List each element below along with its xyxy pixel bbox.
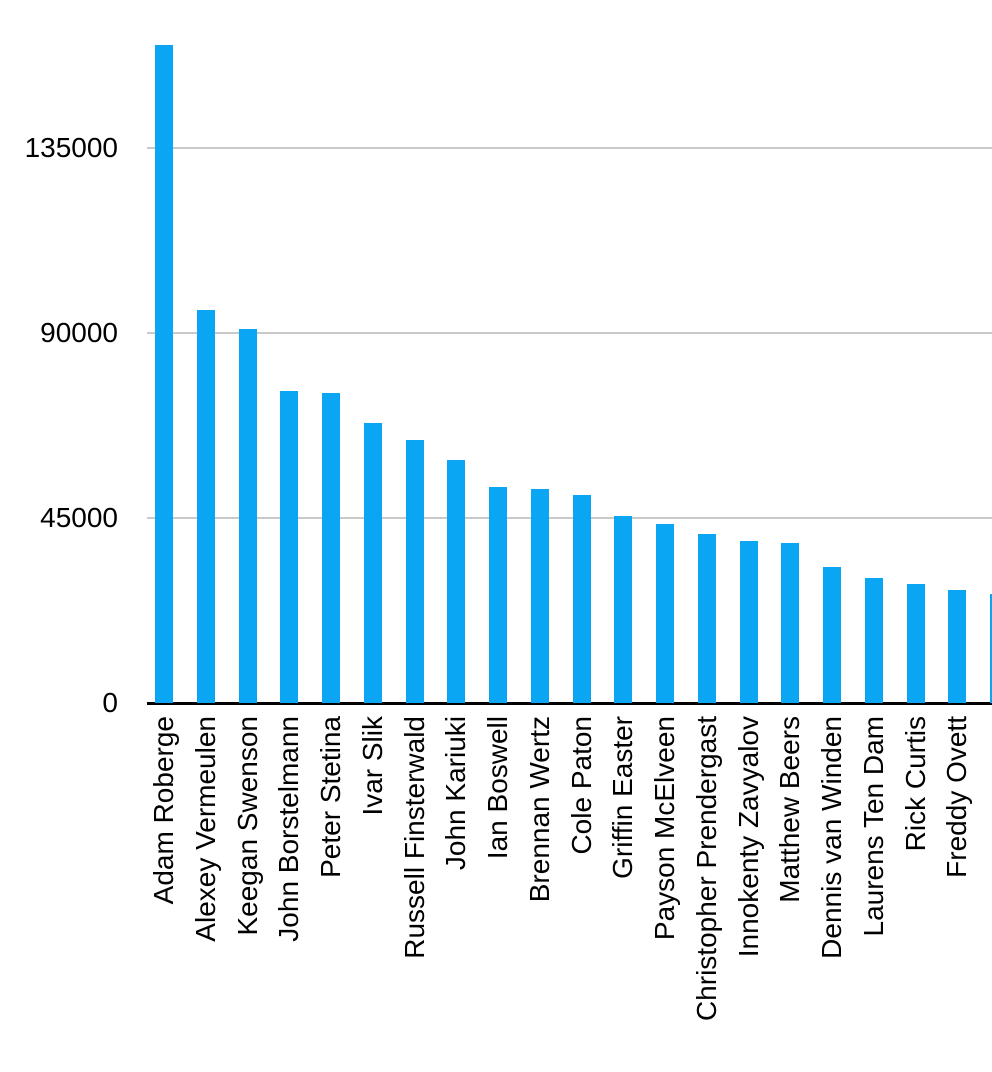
bar [990,594,992,703]
x-axis-line [147,702,992,705]
gridline [147,147,992,149]
x-axis-category-label: Cole Paton [565,716,597,855]
x-axis-category-label: Rick Curtis [899,716,931,852]
x-axis-category-label: Brennan Wertz [523,716,555,903]
bar [906,583,925,703]
x-axis-category-label: Ian Boswell [482,716,513,860]
x-axis-category-label: John Kariuki [440,716,472,871]
x-axis-category-label: Peter Stetina [315,716,346,878]
bar [864,577,883,703]
x-axis-category-label: John Borstelmann [273,716,305,942]
x-axis-category-label: Keegan Swenson [231,716,263,936]
bar [697,534,716,703]
bar [322,392,340,703]
x-axis-category-label: Christopher Prendergast [690,716,722,1022]
bar [489,487,507,703]
x-axis-category-label: Adam Roberge [148,716,179,905]
x-axis-category-label: Dennis van Winden [816,716,847,959]
bar [572,495,591,703]
bar [405,439,424,703]
x-axis-category-label: Alexey Vermeulen [189,716,221,942]
x-axis-category-label: Freddy Ovett [941,716,973,878]
gridline [147,332,992,334]
bar [238,328,257,703]
bar [823,567,841,703]
bar [447,460,466,703]
x-axis-category-label: Laurens Ten Dam [857,716,889,937]
bar [196,310,215,703]
bar [530,489,549,703]
bar [614,515,633,703]
bar [739,540,758,703]
y-axis-tick-label: 0 [102,687,118,718]
x-axis-category-label: Innokenty Zavyalov [732,716,764,958]
bar [948,589,967,703]
x-axis-category-label: Russell Finsterwald [398,716,430,959]
x-axis-category-label: Payson McElveen [649,716,680,941]
bar [280,390,299,703]
bar [781,542,800,703]
x-axis-category-label: Griffin Easter [607,716,639,879]
y-axis-tick-label: 90000 [40,317,118,348]
x-axis-category-label: Ivar Slik [356,716,388,816]
y-axis-tick-label: 45000 [40,502,118,533]
y-axis-tick-label: 135000 [24,132,118,163]
bar [656,524,674,703]
x-axis-category-label: Matthew Beers [774,716,806,903]
bar [155,45,173,703]
gridline [147,517,992,519]
bar [363,423,382,703]
